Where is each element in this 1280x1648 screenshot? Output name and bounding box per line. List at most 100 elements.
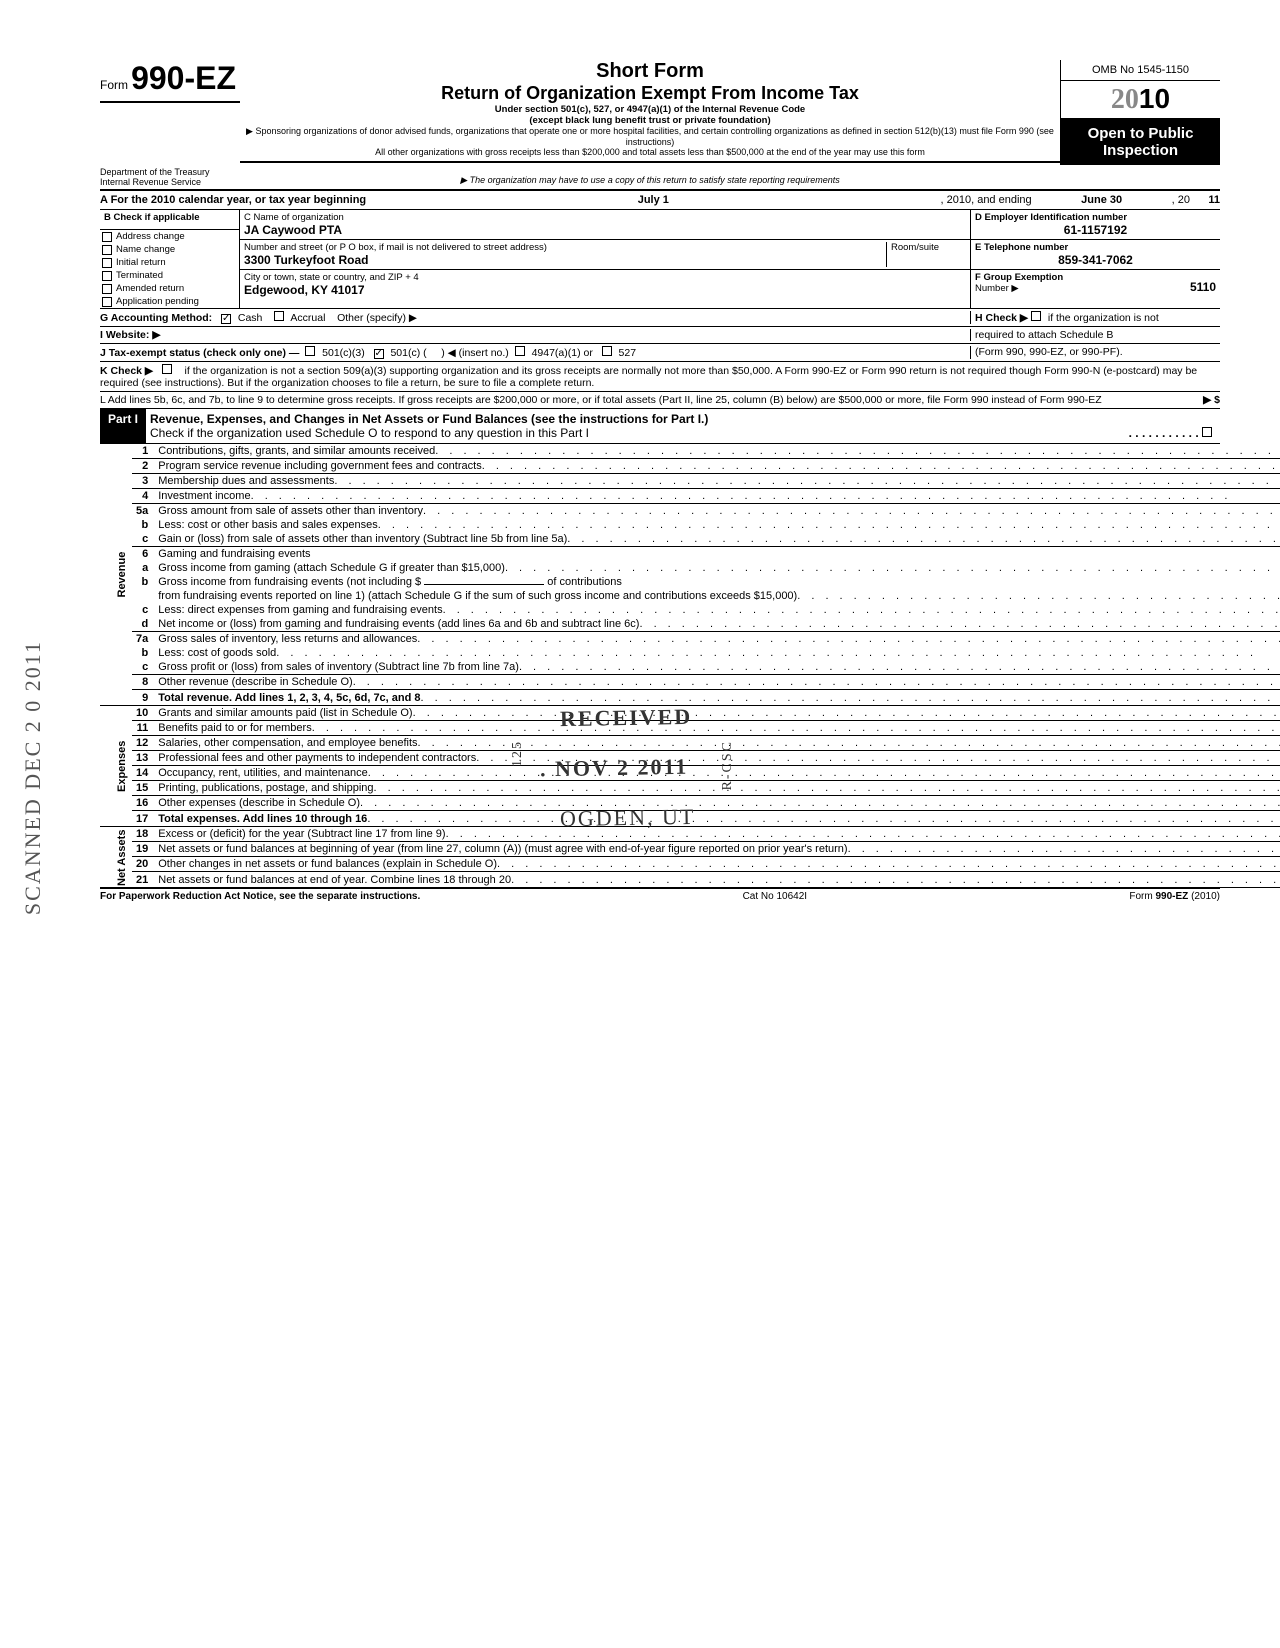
footer: For Paperwork Reduction Act Notice, see … — [100, 888, 1220, 902]
note-sponsoring: ▶ Sponsoring organizations of donor advi… — [240, 126, 1060, 147]
j-527: 527 — [619, 347, 637, 359]
telephone: 859-341-7062 — [975, 253, 1216, 267]
l-arrow: ▶ $ — [1140, 394, 1220, 406]
cb-527[interactable] — [602, 346, 612, 356]
row-g-accounting: G Accounting Method: Cash Accrual Other … — [100, 309, 1220, 327]
room-label: Room/suite — [891, 242, 966, 253]
dept-irs: Internal Revenue Service — [100, 177, 240, 187]
g-accrual: Accrual — [290, 312, 325, 324]
cb-501c3[interactable] — [305, 346, 315, 356]
footer-right: Form 990-EZ (2010) — [1129, 891, 1220, 902]
row-a-label: A For the 2010 calendar year, or tax yea… — [100, 194, 366, 206]
org-city: Edgewood, KY 41017 — [244, 283, 966, 297]
k-text: if the organization is not a section 509… — [100, 365, 1197, 389]
line-9: Total revenue. Add lines 1, 2, 3, 4, 5c,… — [158, 692, 420, 704]
cb-accrual[interactable] — [274, 311, 284, 321]
b-header: B Check if applicable — [100, 210, 239, 230]
line-7b: Less: cost of goods sold — [158, 647, 276, 659]
note-other-orgs: All other organizations with gross recei… — [240, 147, 1060, 157]
cb-amended-return[interactable]: Amended return — [100, 282, 239, 295]
j-insert: ) ◀ (insert no.) — [441, 347, 509, 359]
side-expenses: Expenses — [100, 706, 132, 827]
l-text: L Add lines 5b, 6c, and 7b, to line 9 to… — [100, 394, 1140, 406]
g-other: Other (specify) ▶ — [337, 312, 417, 324]
title-short-form: Short Form — [240, 60, 1060, 83]
cb-h[interactable] — [1031, 311, 1041, 321]
footer-left: For Paperwork Reduction Act Notice, see … — [100, 891, 420, 902]
row-a-tax-year: A For the 2010 calendar year, or tax yea… — [100, 191, 1220, 210]
g-label: G Accounting Method: — [100, 312, 212, 324]
cb-4947[interactable] — [515, 346, 525, 356]
f-grp-label2: Number ▶ — [975, 283, 1063, 294]
cb-501c[interactable] — [374, 349, 384, 359]
cb-address-change[interactable]: Address change — [100, 230, 239, 243]
line-14: Occupancy, rent, utilities, and maintena… — [158, 767, 368, 779]
part-i-title: Revenue, Expenses, and Changes in Net As… — [150, 412, 708, 426]
line-12: Salaries, other compensation, and employ… — [158, 737, 417, 749]
form-number: 990-EZ — [131, 60, 236, 96]
line-6b2: of contributions — [547, 576, 622, 588]
line-5b: Less: cost or other basis and sales expe… — [158, 519, 378, 531]
e-tel-label: E Telephone number — [975, 242, 1216, 253]
h-label: H Check ▶ — [975, 312, 1031, 324]
cb-name-change[interactable]: Name change — [100, 243, 239, 256]
tax-year: 2010 — [1061, 81, 1220, 119]
year-begin: July 1 — [366, 194, 940, 206]
form-word: Form — [100, 78, 128, 92]
subtitle-section: Under section 501(c), 527, or 4947(a)(1)… — [240, 104, 1060, 115]
f-grp-label: F Group Exemption — [975, 272, 1063, 283]
line-10: Grants and similar amounts paid (list in… — [158, 707, 412, 719]
line-1: Contributions, gifts, grants, and simila… — [158, 445, 435, 457]
scanned-stamp: SCANNED DEC 2 0 2011 — [20, 640, 46, 915]
line-18: Excess or (deficit) for the year (Subtra… — [158, 828, 445, 840]
group-exemption: 5110 — [1063, 280, 1216, 294]
d-ein-label: D Employer Identification number — [975, 212, 1216, 223]
ein: 61-1157192 — [975, 223, 1216, 237]
year-end: June 30 — [1032, 194, 1172, 206]
cb-terminated[interactable]: Terminated — [100, 269, 239, 282]
cb-cash[interactable] — [221, 314, 231, 324]
line-21: Net assets or fund balances at end of ye… — [158, 874, 511, 886]
cb-initial-return[interactable]: Initial return — [100, 256, 239, 269]
side-net-assets: Net Assets — [100, 827, 132, 888]
org-address: 3300 Turkeyfoot Road — [244, 253, 886, 267]
cb-part-i[interactable] — [1202, 427, 1212, 437]
year-yy: 11 — [1190, 194, 1220, 206]
line-11: Benefits paid to or for members — [158, 722, 311, 734]
part-i-label: Part I — [100, 409, 146, 443]
dept-treasury: Department of the Treasury — [100, 167, 240, 177]
row-i-website: I Website: ▶ required to attach Schedule… — [100, 327, 1220, 344]
title-return: Return of Organization Exempt From Incom… — [240, 83, 1060, 104]
line-7c: Gross profit or (loss) from sales of inv… — [158, 661, 519, 673]
row-a-mid: , 2010, and ending — [941, 194, 1032, 206]
line-13: Professional fees and other payments to … — [158, 752, 476, 764]
org-name: JA Caywood PTA — [244, 223, 966, 237]
j-label: J Tax-exempt status (check only one) — — [100, 347, 299, 359]
g-cash: Cash — [238, 312, 263, 324]
section-b-to-f: B Check if applicable Address change Nam… — [100, 210, 1220, 309]
line-6d: Net income or (loss) from gaming and fun… — [158, 618, 639, 630]
line-16: Other expenses (describe in Schedule O) — [158, 797, 360, 809]
line-20: Other changes in net assets or fund bala… — [158, 858, 497, 870]
omb-number: OMB No 1545-1150 — [1061, 60, 1220, 81]
line-6c: Less: direct expenses from gaming and fu… — [158, 604, 442, 616]
line-5c: Gain or (loss) from sale of assets other… — [158, 533, 567, 545]
line-8: Other revenue (describe in Schedule O) — [158, 676, 352, 688]
row-l: L Add lines 5b, 6c, and 7b, to line 9 to… — [100, 392, 1220, 408]
year-suffix: 10 — [1139, 83, 1170, 114]
line-2: Program service revenue including govern… — [158, 460, 481, 472]
cb-application-pending[interactable]: Application pending — [100, 295, 239, 308]
side-revenue: Revenue — [100, 444, 132, 706]
j-501c: 501(c) ( — [390, 347, 426, 359]
line-15: Printing, publications, postage, and shi… — [158, 782, 373, 794]
c-addr-label: Number and street (or P O box, if mail i… — [244, 242, 886, 253]
row-a-yr: , 20 — [1172, 194, 1190, 206]
cb-k[interactable] — [162, 364, 172, 374]
j-501c3: 501(c)(3) — [322, 347, 365, 359]
row-j-tax-exempt: J Tax-exempt status (check only one) — 5… — [100, 344, 1220, 362]
dept-row: Department of the Treasury Internal Reve… — [100, 165, 1220, 191]
h-text: if the organization is not — [1048, 312, 1159, 324]
subtitle-except: (except black lung benefit trust or priv… — [240, 115, 1060, 126]
k-label: K Check ▶ — [100, 365, 153, 377]
line-19: Net assets or fund balances at beginning… — [158, 843, 847, 855]
